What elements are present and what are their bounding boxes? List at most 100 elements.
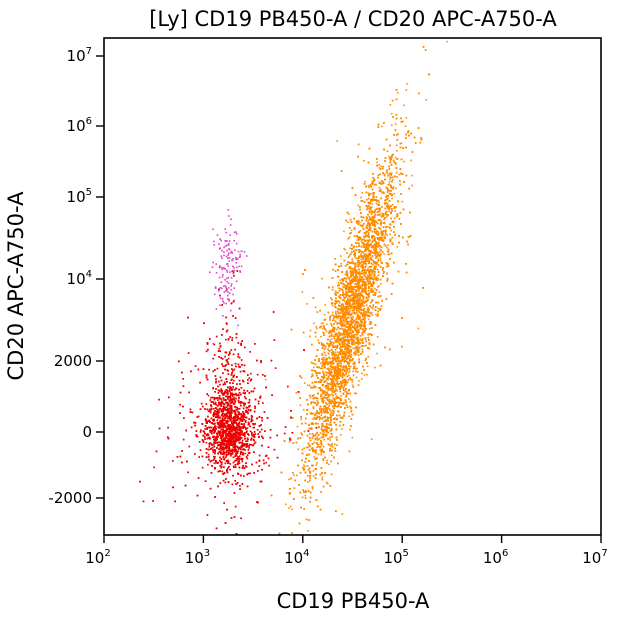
data-point-orange [372,252,375,254]
data-point-orange [347,238,349,240]
data-point-orange [358,351,360,353]
data-point-orange [378,164,380,166]
data-point-orange [377,231,380,233]
data-point-orange [372,176,374,179]
data-point-orange [331,387,334,390]
data-point-orange [300,432,302,434]
data-point-orange [362,329,365,332]
data-point-orange [361,324,364,327]
data-point-orange [348,398,350,400]
data-point-orange [392,188,394,190]
data-point-orange [339,328,341,330]
data-point-orange [350,295,352,297]
data-point-orange [369,281,371,283]
data-point-orange [343,336,346,338]
data-point-orange [313,416,316,419]
data-point-orange [363,331,366,334]
data-point-orange [352,347,354,350]
data-point-orange [343,284,346,287]
data-point-orange [352,296,354,299]
data-point-orange [338,404,340,406]
data-point-orange [351,334,353,337]
data-point-orange [330,393,333,395]
data-point-orange [327,352,330,354]
data-point-orange [342,388,345,390]
data-point-orange [323,319,326,321]
data-point-orange [391,197,393,200]
data-point-orange [341,323,343,326]
data-point-orange [396,176,398,178]
data-point-orange [350,353,353,356]
data-point-orange [339,312,342,315]
data-point-orange [366,278,369,281]
data-point-orange [352,275,355,278]
data-point-orange [350,323,353,325]
data-point-orange [383,218,385,221]
data-point-orange [350,350,352,353]
data-point-orange [331,311,334,314]
data-point-orange [376,352,378,355]
data-point-orange [331,368,334,370]
data-point-orange [314,434,317,437]
data-point-orange [388,208,391,210]
data-point-orange [394,210,396,212]
data-point-orange [307,384,309,387]
data-point-orange [354,334,357,336]
data-point-orange [354,283,356,286]
data-point-orange [291,508,293,511]
data-point-orange [334,349,337,351]
data-point-orange [361,277,363,279]
data-point-orange [317,422,319,425]
data-point-orange [392,178,394,181]
data-point-orange [352,290,354,293]
data-point-orange [303,408,305,411]
data-point-orange [328,463,330,466]
data-point-orange [351,290,353,293]
data-point-orange [343,361,346,363]
data-point-orange [315,386,317,388]
data-point-orange [303,465,306,468]
data-point-orange [384,199,386,202]
data-point-orange [367,254,370,257]
data-point-orange [403,160,405,163]
data-point-orange [393,192,395,195]
data-point-orange [367,355,369,358]
data-point-orange [356,307,359,310]
data-point-orange [338,312,340,315]
data-point-orange [353,298,356,301]
data-point-orange [368,259,370,261]
data-point-orange [394,163,397,165]
data-point-orange [330,297,332,299]
data-point-orange [347,286,349,288]
data-point-orange [351,258,353,260]
data-point-orange [337,291,339,294]
data-point-orange [318,438,321,440]
data-point-orange [339,324,342,326]
data-point-orange [309,329,312,332]
data-point-orange [359,274,361,276]
data-point-orange [370,306,372,309]
data-point-orange [348,312,351,315]
data-point-orange [340,434,342,436]
data-point-orange [296,425,299,428]
data-point-orange [362,312,365,314]
data-point-orange [327,389,329,392]
data-point-orange [390,158,392,160]
data-point-orange [373,246,375,248]
data-point-orange [361,372,363,375]
data-point-orange [357,283,359,285]
data-point-orange [349,370,351,373]
data-point-orange [386,150,389,153]
data-point-orange [387,204,390,207]
data-point-orange [345,383,347,386]
data-point-orange [319,432,322,434]
data-point-orange [354,341,357,344]
data-point-orange [337,410,339,412]
data-point-orange [346,329,348,331]
data-point-orange [336,328,338,331]
data-point-orange [352,316,354,318]
data-point-orange [343,247,345,250]
data-point-orange [406,83,409,85]
data-point-orange [376,232,378,235]
data-point-orange [384,231,387,233]
